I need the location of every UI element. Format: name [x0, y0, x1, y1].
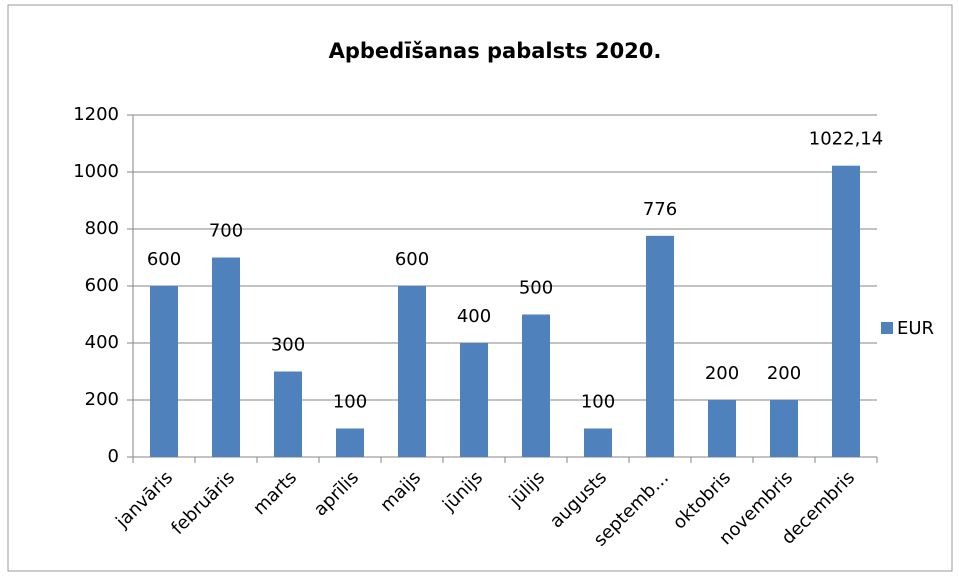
bar [460, 343, 488, 457]
bar [212, 257, 240, 457]
y-tick-label: 1000 [73, 161, 119, 182]
y-tick-label: 600 [85, 275, 119, 296]
data-label: 776 [643, 199, 677, 220]
y-tick-label: 800 [85, 218, 119, 239]
data-label: 100 [333, 392, 367, 413]
chart-title: Apbedīšanas pabalsts 2020. [329, 39, 662, 63]
bar [832, 165, 860, 457]
bar [646, 235, 674, 457]
data-label: 600 [395, 249, 429, 270]
data-label: 200 [767, 363, 801, 384]
legend-label: EUR [897, 318, 934, 339]
legend-swatch [881, 322, 893, 334]
data-label: 200 [705, 363, 739, 384]
bar [708, 400, 736, 457]
bar [522, 314, 550, 457]
y-tick-label: 0 [108, 446, 119, 467]
bar [150, 286, 178, 457]
bar [770, 400, 798, 457]
bar [336, 428, 364, 457]
y-tick-label: 400 [85, 332, 119, 353]
data-label: 600 [147, 249, 181, 270]
data-label: 400 [457, 306, 491, 327]
data-label: 500 [519, 278, 553, 299]
data-label: 1022,14 [809, 129, 883, 150]
bar [584, 428, 612, 457]
bar [398, 286, 426, 457]
data-label: 100 [581, 392, 615, 413]
bar [274, 371, 302, 457]
data-label: 700 [209, 221, 243, 242]
y-tick-label: 200 [85, 389, 119, 410]
data-label: 300 [271, 335, 305, 356]
y-tick-label: 1200 [73, 104, 119, 125]
